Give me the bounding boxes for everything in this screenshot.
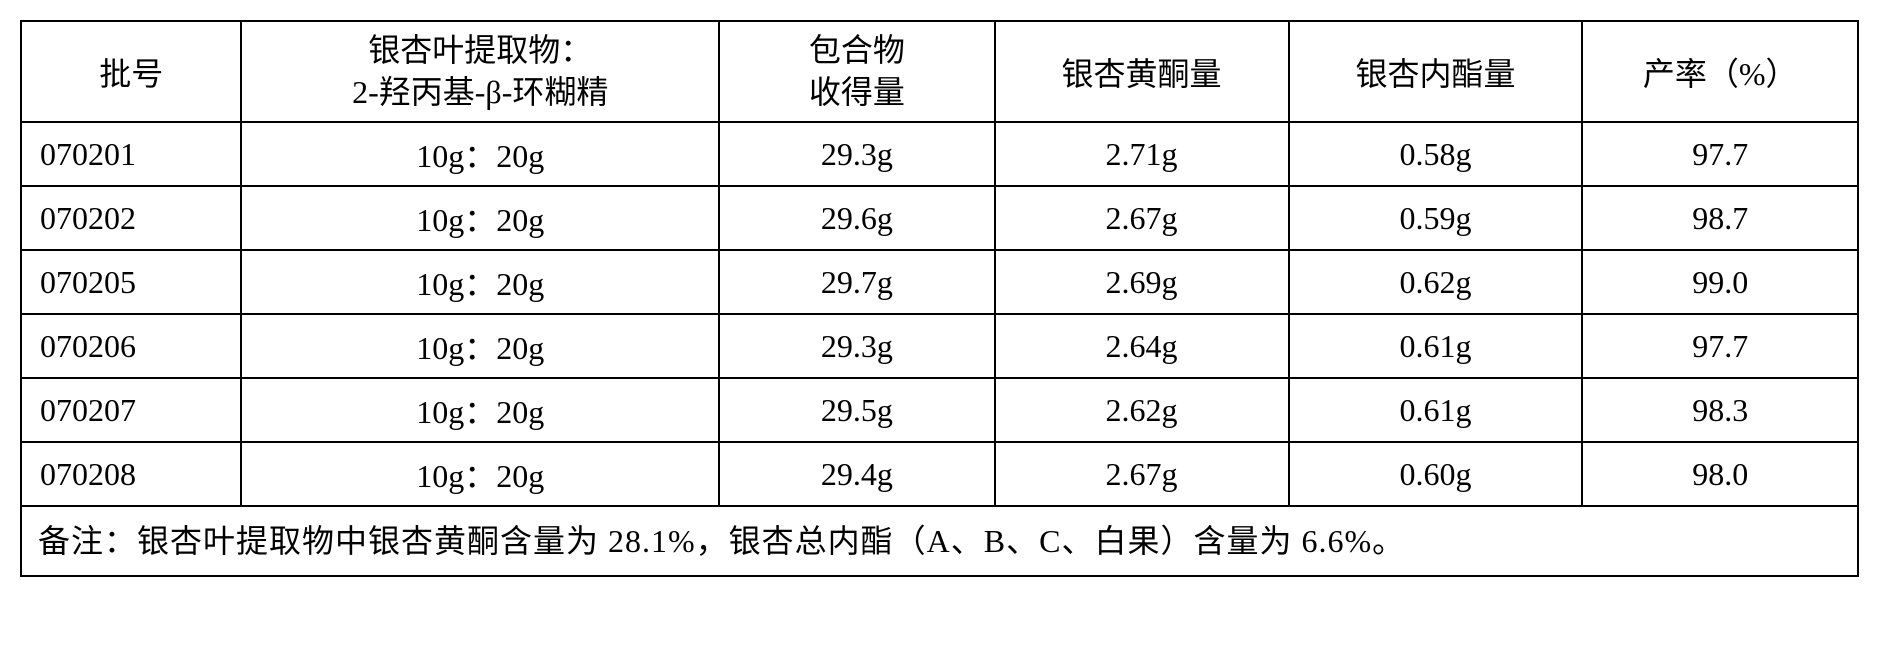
cell-lactone: 0.61g	[1289, 314, 1583, 378]
cell-flavone: 2.71g	[995, 122, 1289, 186]
table-row: 07020110g：20g29.3g2.71g0.58g97.7	[21, 122, 1858, 186]
header-row: 批号 银杏叶提取物： 2-羟丙基-β-环糊精 包合物 收得量 银杏黄酮量 银杏内…	[21, 21, 1858, 122]
cell-batch: 070206	[21, 314, 241, 378]
cell-rate: 98.3	[1582, 378, 1858, 442]
header-ratio-line2: 2-羟丙基-β-环糊精	[254, 72, 706, 114]
header-lactone: 银杏内酯量	[1289, 21, 1583, 122]
cell-batch: 070201	[21, 122, 241, 186]
cell-ratio: 10g：20g	[241, 314, 719, 378]
table-row: 07020610g：20g29.3g2.64g0.61g97.7	[21, 314, 1858, 378]
footer-note: 备注：银杏叶提取物中银杏黄酮含量为 28.1%，银杏总内酯（A、B、C、白果）含…	[21, 506, 1858, 576]
cell-lactone: 0.59g	[1289, 186, 1583, 250]
cell-rate: 97.7	[1582, 314, 1858, 378]
table-row: 07020810g：20g29.4g2.67g0.60g98.0	[21, 442, 1858, 506]
cell-yield: 29.3g	[719, 122, 995, 186]
header-yield-line2: 收得量	[732, 72, 982, 114]
cell-yield: 29.3g	[719, 314, 995, 378]
cell-ratio: 10g：20g	[241, 250, 719, 314]
header-rate: 产率（%）	[1582, 21, 1858, 122]
cell-ratio: 10g：20g	[241, 378, 719, 442]
table-row: 07020710g：20g29.5g2.62g0.61g98.3	[21, 378, 1858, 442]
cell-ratio: 10g：20g	[241, 186, 719, 250]
cell-yield: 29.5g	[719, 378, 995, 442]
cell-flavone: 2.62g	[995, 378, 1289, 442]
table-row: 07020510g：20g29.7g2.69g0.62g99.0	[21, 250, 1858, 314]
cell-lactone: 0.60g	[1289, 442, 1583, 506]
cell-rate: 98.7	[1582, 186, 1858, 250]
cell-flavone: 2.69g	[995, 250, 1289, 314]
cell-batch: 070205	[21, 250, 241, 314]
header-flavone: 银杏黄酮量	[995, 21, 1289, 122]
cell-lactone: 0.58g	[1289, 122, 1583, 186]
cell-lactone: 0.61g	[1289, 378, 1583, 442]
cell-flavone: 2.67g	[995, 442, 1289, 506]
cell-lactone: 0.62g	[1289, 250, 1583, 314]
cell-batch: 070202	[21, 186, 241, 250]
header-ratio-line1: 银杏叶提取物：	[254, 30, 706, 72]
table-row: 07020210g：20g29.6g2.67g0.59g98.7	[21, 186, 1858, 250]
cell-flavone: 2.64g	[995, 314, 1289, 378]
data-table: 批号 银杏叶提取物： 2-羟丙基-β-环糊精 包合物 收得量 银杏黄酮量 银杏内…	[20, 20, 1859, 577]
header-batch: 批号	[21, 21, 241, 122]
cell-batch: 070208	[21, 442, 241, 506]
cell-ratio: 10g：20g	[241, 442, 719, 506]
table-header: 批号 银杏叶提取物： 2-羟丙基-β-环糊精 包合物 收得量 银杏黄酮量 银杏内…	[21, 21, 1858, 122]
cell-flavone: 2.67g	[995, 186, 1289, 250]
cell-rate: 97.7	[1582, 122, 1858, 186]
header-ratio: 银杏叶提取物： 2-羟丙基-β-环糊精	[241, 21, 719, 122]
footer-row: 备注：银杏叶提取物中银杏黄酮含量为 28.1%，银杏总内酯（A、B、C、白果）含…	[21, 506, 1858, 576]
header-yield-line1: 包合物	[732, 30, 982, 72]
cell-ratio: 10g：20g	[241, 122, 719, 186]
cell-rate: 98.0	[1582, 442, 1858, 506]
cell-rate: 99.0	[1582, 250, 1858, 314]
header-yield: 包合物 收得量	[719, 21, 995, 122]
cell-yield: 29.7g	[719, 250, 995, 314]
cell-batch: 070207	[21, 378, 241, 442]
cell-yield: 29.4g	[719, 442, 995, 506]
cell-yield: 29.6g	[719, 186, 995, 250]
table-footer: 备注：银杏叶提取物中银杏黄酮含量为 28.1%，银杏总内酯（A、B、C、白果）含…	[21, 506, 1858, 576]
table-body: 07020110g：20g29.3g2.71g0.58g97.707020210…	[21, 122, 1858, 506]
